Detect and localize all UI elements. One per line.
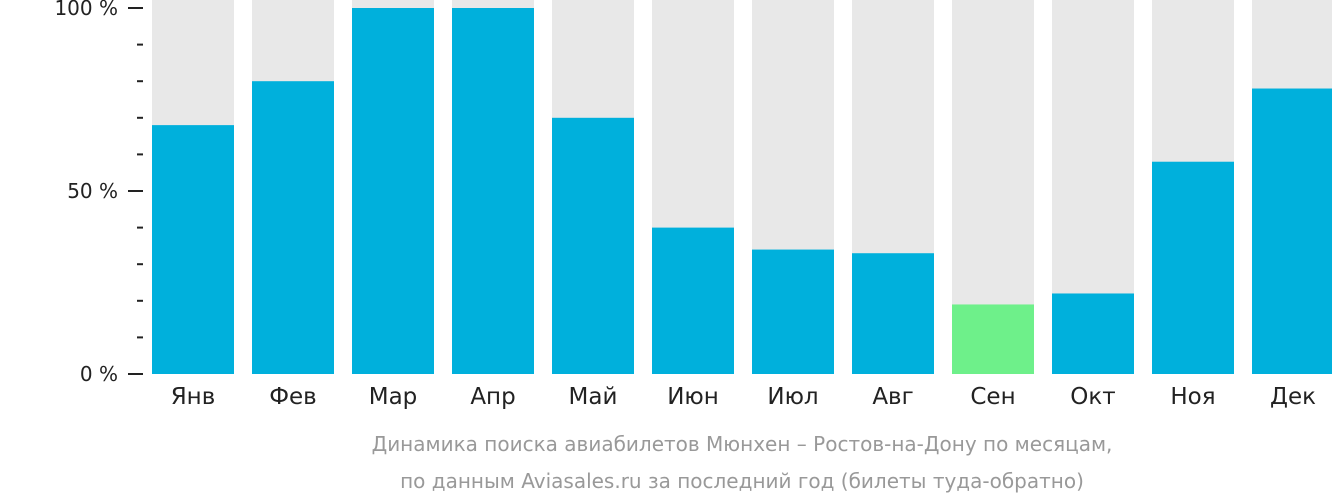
- x-tick-label-month-6: Июн: [667, 384, 719, 410]
- data-bars: [152, 8, 1332, 375]
- y-tick-label-100: 100 %: [54, 0, 118, 20]
- bar-month-5: [552, 117, 634, 375]
- caption-line-1: Динамика поиска авиабилетов Мюнхен – Рос…: [372, 432, 1113, 456]
- x-tick-label-month-3: Мар: [369, 384, 418, 410]
- x-tick-label-month-12: Дек: [1270, 384, 1316, 410]
- bar-month-3: [352, 8, 434, 374]
- x-tick-label-month-9: Сен: [970, 384, 1015, 410]
- bar-month-7: [752, 249, 834, 374]
- bar-month-8: [852, 253, 934, 374]
- caption-line-2: по данным Aviasales.ru за последний год …: [400, 469, 1084, 493]
- x-tick-label-month-10: Окт: [1070, 384, 1115, 410]
- bar-month-1: [152, 125, 234, 375]
- x-tick-label-month-1: Янв: [171, 384, 216, 410]
- x-tick-label-month-4: Апр: [470, 384, 515, 410]
- bar-month-10: [1052, 293, 1134, 374]
- bar-month-11: [1152, 161, 1234, 374]
- y-tick-label-50: 50 %: [67, 179, 118, 203]
- bar-month-6: [652, 227, 734, 374]
- x-tick-label-month-5: Май: [569, 384, 618, 410]
- x-tick-label-month-8: Авг: [872, 384, 913, 410]
- x-tick-label-month-7: Июл: [767, 384, 818, 410]
- bar-month-9: [952, 304, 1034, 374]
- bar-month-2: [252, 81, 334, 374]
- x-tick-label-month-2: Фев: [269, 384, 317, 410]
- chart-caption: Динамика поиска авиабилетов Мюнхен – Рос…: [372, 432, 1113, 493]
- x-axis-labels: Янв Фев Мар Апр Май Июн Июл Авг Сен Окт Ноя Дек: [171, 384, 1316, 410]
- bar-month-4: [452, 8, 534, 374]
- bar-month-12: [1252, 88, 1332, 375]
- y-tick-label-0: 0 %: [80, 362, 118, 386]
- x-tick-label-month-11: Ноя: [1170, 384, 1215, 410]
- y-axis: 100 % 50 % 0 %: [54, 0, 143, 386]
